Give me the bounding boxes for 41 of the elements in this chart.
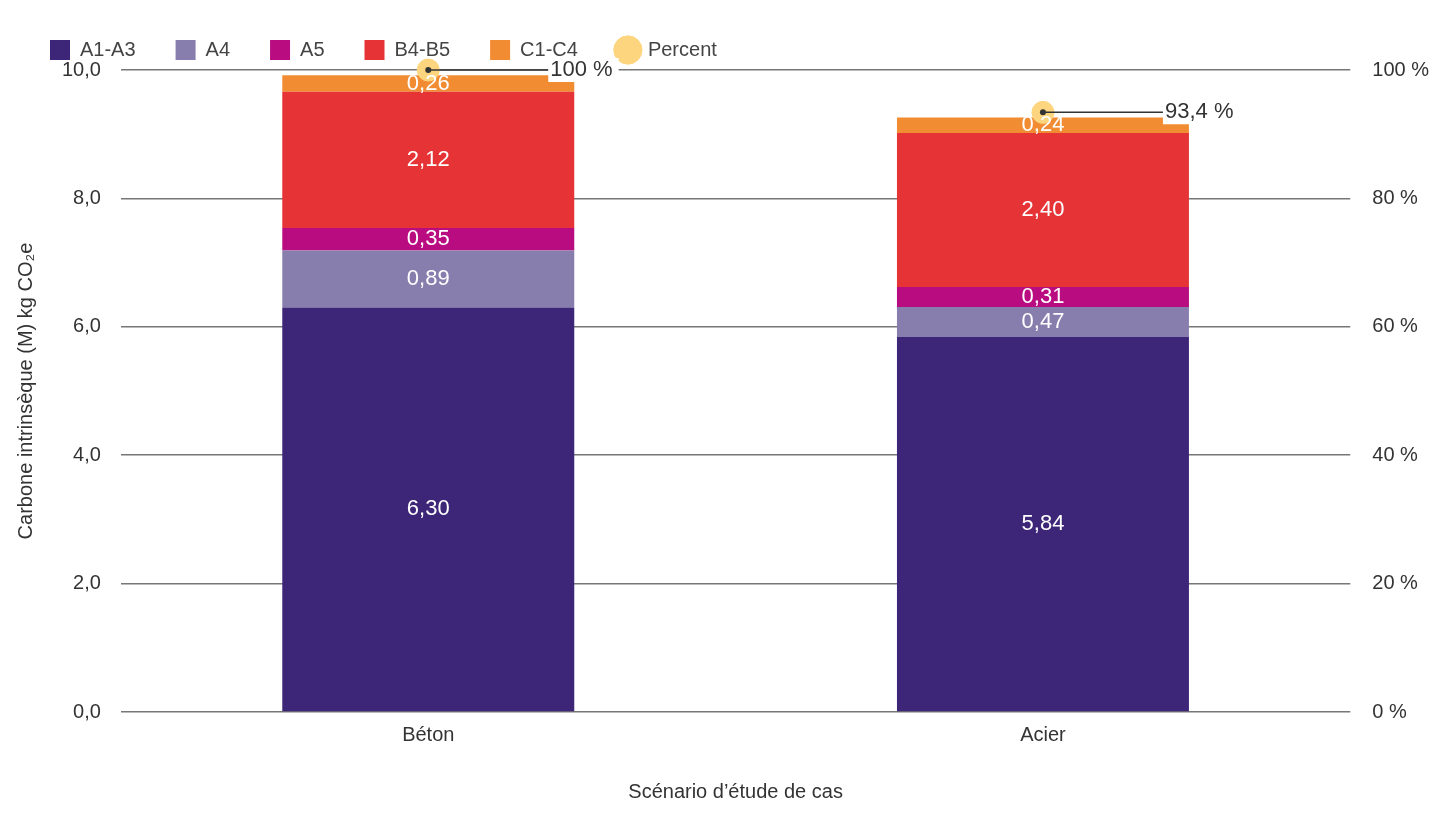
bar — [282, 250, 575, 308]
y-tick-label: 8,0 — [73, 185, 101, 208]
data-label: 0,24 — [1021, 111, 1065, 137]
bar — [896, 132, 1189, 287]
legend-label: Percent — [647, 37, 718, 60]
x-tick-label: Béton — [402, 722, 455, 745]
bar — [896, 287, 1189, 307]
y2-tick-label: 100 % — [1372, 57, 1430, 80]
data-label: 0,47 — [1021, 308, 1065, 334]
data-label: 0,35 — [406, 225, 450, 251]
y-tick-label: 10,0 — [61, 57, 101, 80]
data-label: 5,84 — [1021, 510, 1065, 536]
y2-tick-label: 0 % — [1372, 699, 1407, 722]
y-tick-label: 0,0 — [73, 699, 101, 722]
data-label: 2,12 — [406, 145, 450, 171]
y2-tick-label: 60 % — [1372, 314, 1419, 337]
data-label: 0,89 — [406, 265, 450, 291]
bar — [282, 307, 575, 712]
data-label: 6,30 — [406, 495, 450, 521]
data-label: 0,26 — [406, 69, 450, 95]
y2-tick-label: 40 % — [1372, 442, 1419, 465]
y2-tick-label: 20 % — [1372, 571, 1419, 594]
y-tick-label: 6,0 — [73, 314, 101, 337]
data-label: 2,40 — [1021, 196, 1065, 222]
legend-label: A4 — [205, 37, 231, 60]
y-axis-title: Carbone intrinsèque (M) kg CO₂e — [13, 242, 36, 540]
bar — [896, 337, 1189, 712]
x-axis-title: Scénario d’étude de cas — [628, 779, 843, 802]
x-tick-label: Acier — [1020, 722, 1067, 745]
bar — [282, 75, 575, 92]
y-tick-label: 2,0 — [73, 571, 101, 594]
legend-label: A1-A3 — [80, 37, 136, 60]
legend-label: A5 — [300, 37, 325, 60]
y-tick-label: 4,0 — [73, 442, 101, 465]
data-label: 0,31 — [1021, 283, 1065, 309]
bar — [282, 91, 575, 228]
data-label: 93,4 % — [1164, 98, 1234, 124]
y2-tick-label: 80 % — [1372, 185, 1419, 208]
bar — [896, 306, 1189, 338]
bar — [282, 227, 575, 251]
legend-label: B4-B5 — [394, 37, 451, 60]
